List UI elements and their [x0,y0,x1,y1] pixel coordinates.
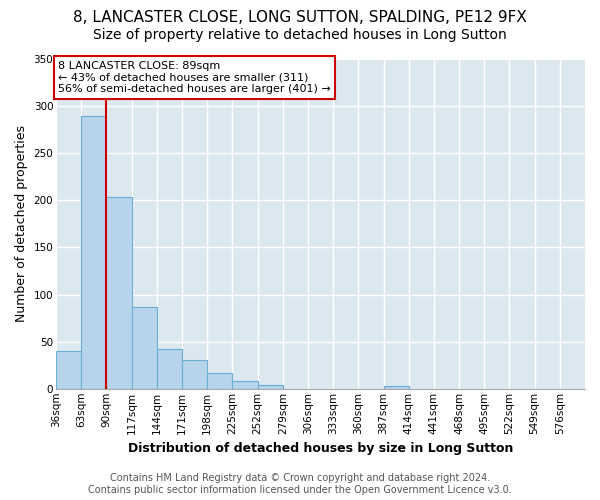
Bar [383,386,409,389]
Bar [157,349,182,389]
Bar [207,372,232,389]
Bar [182,360,207,389]
X-axis label: Distribution of detached houses by size in Long Sutton: Distribution of detached houses by size … [128,442,513,455]
Bar [131,307,157,389]
Text: 8 LANCASTER CLOSE: 89sqm
← 43% of detached houses are smaller (311)
56% of semi-: 8 LANCASTER CLOSE: 89sqm ← 43% of detach… [58,61,331,94]
Bar [56,351,81,389]
Bar [257,385,283,389]
Text: Contains HM Land Registry data © Crown copyright and database right 2024.
Contai: Contains HM Land Registry data © Crown c… [88,474,512,495]
Y-axis label: Number of detached properties: Number of detached properties [15,126,28,322]
Text: Size of property relative to detached houses in Long Sutton: Size of property relative to detached ho… [93,28,507,42]
Bar [232,381,257,389]
Bar [106,196,131,389]
Bar [81,116,106,389]
Text: 8, LANCASTER CLOSE, LONG SUTTON, SPALDING, PE12 9FX: 8, LANCASTER CLOSE, LONG SUTTON, SPALDIN… [73,10,527,25]
